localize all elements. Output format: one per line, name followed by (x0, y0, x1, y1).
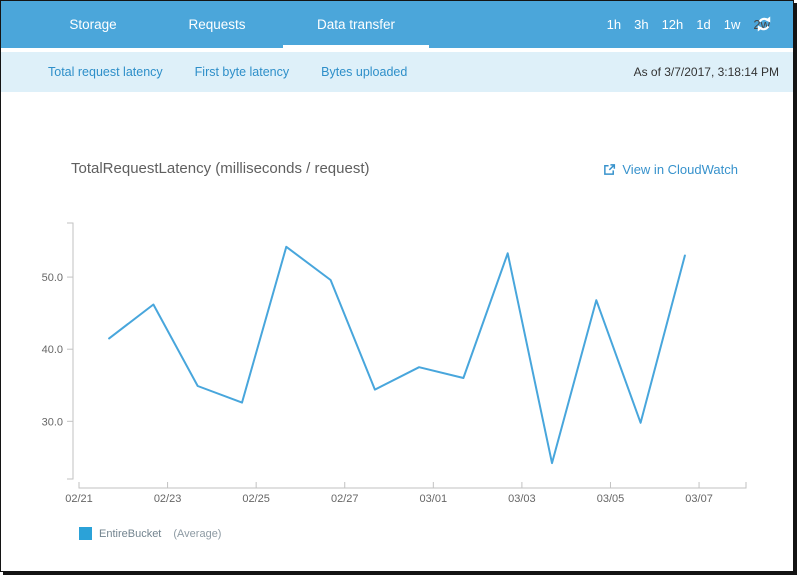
series-entirebucket-line (108, 245, 686, 465)
tab-label: Storage (69, 17, 117, 32)
subnav-link-total-request-latency[interactable]: Total request latency (48, 65, 163, 79)
tab-label: Requests (188, 17, 246, 32)
tab-label: Data transfer (316, 17, 396, 32)
metrics-panel: Storage Requests Data transfer 1h 3h 12h… (0, 0, 794, 572)
x-tick-label: 02/25 (242, 493, 270, 505)
tab-requests[interactable]: Requests (160, 1, 274, 48)
x-tick-label: 03/05 (597, 493, 625, 505)
x-tick-label: 03/01 (420, 493, 448, 505)
legend-swatch (79, 527, 92, 540)
x-tick-label: 02/27 (331, 493, 359, 505)
y-tick-label: 30.0 (42, 416, 63, 428)
latency-line-chart: 50.0 40.0 30.0 02/21 02/23 02/25 02/27 03/01 03/… (42, 222, 747, 505)
tab-data-transfer[interactable]: Data transfer (274, 1, 438, 52)
y-tick-label: 40.0 (42, 344, 63, 356)
x-tick-label: 02/21 (65, 493, 93, 505)
metrics-header: Storage Requests Data transfer (1, 1, 793, 52)
time-range-button-1w[interactable]: 1w (723, 17, 741, 32)
y-tick-label: 50.0 (42, 272, 63, 284)
view-in-cloudwatch-link[interactable]: View in CloudWatch (603, 162, 738, 177)
x-tick-label: 03/03 (508, 493, 536, 505)
as-of-timestamp: As of 3/7/2017, 3:18:14 PM (633, 65, 779, 79)
legend-series-name: EntireBucket (99, 527, 162, 540)
y-axis (67, 222, 74, 480)
x-axis (78, 482, 747, 489)
metrics-subnav: Total request latency First byte latency… (1, 52, 793, 92)
time-range-group: 1h 3h 12h 1d 1w 2w (607, 1, 770, 48)
refresh-icon[interactable] (755, 15, 773, 33)
x-tick-label: 02/23 (154, 493, 182, 505)
time-range-button-1d[interactable]: 1d (696, 17, 711, 32)
x-tick-label: 03/07 (685, 493, 713, 505)
time-range-button-12h[interactable]: 12h (661, 17, 684, 32)
legend-statistic: (Average) (173, 527, 222, 540)
external-link-icon (604, 164, 616, 175)
chart-legend: EntireBucket (Average) (79, 527, 221, 540)
chart-title: TotalRequestLatency (milliseconds / requ… (71, 160, 370, 177)
subnav-link-first-byte-latency[interactable]: First byte latency (194, 65, 290, 79)
time-range-button-1h[interactable]: 1h (606, 17, 622, 32)
subnav-link-bytes-uploaded[interactable]: Bytes uploaded (321, 65, 408, 79)
time-range-button-3h[interactable]: 3h (634, 17, 649, 32)
view-in-cloudwatch-label: View in CloudWatch (622, 162, 738, 177)
tab-storage[interactable]: Storage (26, 1, 160, 48)
